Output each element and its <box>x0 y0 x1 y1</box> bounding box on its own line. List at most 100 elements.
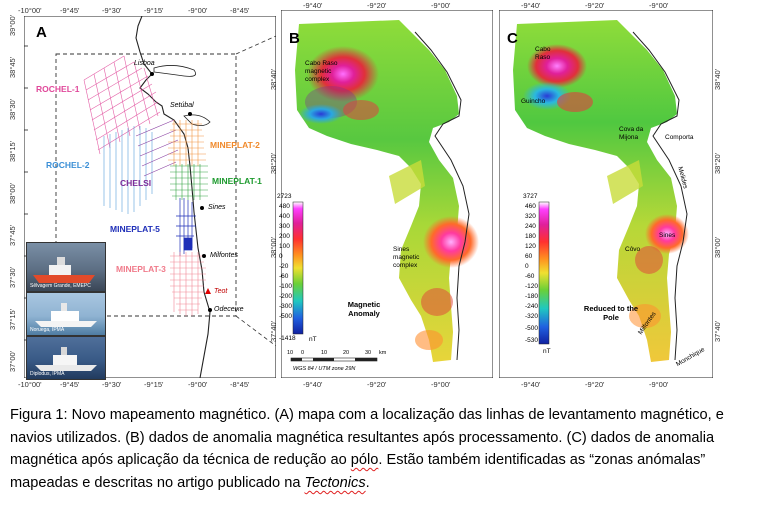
lon-tick: -9°00' <box>188 6 208 15</box>
figure-caption: Figura 1: Novo mapeamento magnético. (A)… <box>10 404 770 494</box>
panel-b-map <box>281 10 493 378</box>
colorbar-tick: 300 <box>279 223 290 230</box>
lat-tick: 38°00' <box>713 236 722 258</box>
survey-label-chelsi: CHELSI <box>120 178 152 188</box>
lon-tick: -9°20' <box>585 1 605 10</box>
label-cova-da-mijona: Cova da Mijona <box>619 126 644 141</box>
lat-tick: 37°45' <box>8 224 17 246</box>
legend-title: Reduced to the Pole <box>583 304 639 322</box>
lon-tick: -8°45' <box>230 6 250 15</box>
panel-label: B <box>289 30 300 47</box>
colorbar-tick: -100 <box>279 283 293 290</box>
colorbar-tick: 0 <box>525 263 529 270</box>
lat-tick: 38°15' <box>8 140 17 162</box>
place-lisboa: Lisboa <box>134 60 155 67</box>
lat-tick: 38°00' <box>8 182 17 204</box>
lon-tick: -9°20' <box>585 380 605 389</box>
lon-tick: -9°45' <box>60 6 80 15</box>
lat-tick: 38°20' <box>269 152 278 174</box>
ship-photo: Sêlvagem Grande, EMEPC <box>26 242 106 292</box>
colorbar-tick: 2723 <box>277 193 292 200</box>
label-sines: Sines <box>659 232 676 239</box>
panel-a: 39°00' 38°45' 38°30' 38°15' 38°00' 37°45… <box>8 6 276 389</box>
caption-text: . Estão também identificadas as “zonas a… <box>10 452 706 491</box>
label-guincho: Guincho <box>521 98 546 105</box>
lat-tick: 37°30' <box>8 266 17 288</box>
lon-tick: -9°40' <box>303 380 323 389</box>
survey-label-mineplat-2: MINEPLAT-2 <box>210 140 260 150</box>
colorbar-unit: nT <box>309 336 317 343</box>
lon-tick: -9°15' <box>144 380 164 389</box>
survey-label-rochel-2: ROCHEL-2 <box>46 160 90 170</box>
colorbar-tick: 3727 <box>523 193 538 200</box>
lon-tick: -9°00' <box>188 380 208 389</box>
colorbar-tick: 460 <box>525 203 536 210</box>
photo-caption: Diplodus, IPMA <box>30 371 65 377</box>
scale-label: 10 <box>287 350 294 356</box>
scale-label: 0 <box>301 350 305 356</box>
lon-tick: -9°40' <box>521 1 541 10</box>
colorbar-tick: 320 <box>525 213 536 220</box>
colorbar-unit: nT <box>543 348 551 355</box>
panel-b: -9°40' -9°20' -9°00' -9°40' -9°20' -9°00… <box>269 1 493 389</box>
lon-tick: -8°45' <box>230 380 250 389</box>
caption-text: Figura 1: Novo mapeamento magnético. (A)… <box>10 407 724 469</box>
colorbar-tick: 480 <box>279 203 290 210</box>
panel-label: A <box>36 24 47 41</box>
place-sines: Sines <box>208 204 226 211</box>
survey-label-mineplat-5: MINEPLAT-5 <box>110 224 160 234</box>
colorbar-ticks: 3727 460 320 240 180 120 60 0 -60 -120 -… <box>523 193 539 354</box>
lon-tick: -9°30' <box>102 6 122 15</box>
colorbar-tick: -240 <box>525 303 539 310</box>
lat-tick: 38°00' <box>269 236 278 258</box>
place-teot: Teot <box>214 288 228 295</box>
lon-tick: -9°40' <box>521 380 541 389</box>
lon-tick: -10°00' <box>18 6 42 15</box>
colorbar-tick: -180 <box>525 293 539 300</box>
colorbar-tick: 100 <box>279 243 290 250</box>
panel-c: -9°40' -9°20' -9°00' -9°40' -9°20' -9°00… <box>499 1 722 389</box>
colorbar-tick: -20 <box>279 263 289 270</box>
label-comporta: Comporta <box>665 134 694 141</box>
lat-tick: 38°40' <box>713 68 722 90</box>
place-odeceixe: Odeceixe <box>214 306 244 313</box>
survey-label-mineplat-1: MINEPLAT-1 <box>212 176 262 186</box>
colorbar-tick: -60 <box>279 273 289 280</box>
label-covo: Côvo <box>625 246 641 253</box>
legend-title: Magnetic Anomaly <box>347 300 381 318</box>
scale-label: 10 <box>321 350 328 356</box>
lon-tick: -9°20' <box>367 1 387 10</box>
caption-journal: Tectonics <box>304 474 366 491</box>
ship-photo: Diplodus, IPMA <box>26 336 106 380</box>
lon-tick: -9°40' <box>303 1 323 10</box>
lat-tick: 38°40' <box>269 68 278 90</box>
lon-tick: -9°00' <box>431 380 451 389</box>
place-setubal: Setúbal <box>170 102 194 109</box>
lat-tick: 37°15' <box>8 308 17 330</box>
lat-tick: 38°30' <box>8 98 17 120</box>
lon-tick: -9°00' <box>649 1 669 10</box>
colorbar-tick: -500 <box>279 313 293 320</box>
panel-c-map <box>499 10 713 378</box>
lat-tick: 37°40' <box>713 320 722 342</box>
colorbar-tick: -1418 <box>279 335 296 342</box>
ship-photo: Noruega, IPMA <box>26 292 106 336</box>
scale-label: 30 <box>365 350 372 356</box>
label-cabo-raso: Cabo Raso magnetic complex <box>305 60 338 83</box>
colorbar-tick: 0 <box>279 253 283 260</box>
colorbar-tick: -530 <box>525 337 539 344</box>
scale-label: km <box>379 350 387 356</box>
lat-tick: 38°45' <box>8 56 17 78</box>
colorbar-tick: -200 <box>279 293 293 300</box>
place-milfontes: Milfontes <box>210 252 239 259</box>
colorbar-tick: 60 <box>525 253 533 260</box>
colorbar-tick: 200 <box>279 233 290 240</box>
colorbar-tick: 400 <box>279 213 290 220</box>
survey-label-mineplat-3: MINEPLAT-3 <box>116 264 166 274</box>
panel-label: C <box>507 30 518 47</box>
colorbar-ticks: 2723 480 400 300 200 100 0 -20 -60 -100 … <box>277 193 296 344</box>
label-cabo-raso: Cabo Raso <box>535 46 551 61</box>
colorbar-tick: 120 <box>525 243 536 250</box>
projection-label: WGS 84 / UTM zone 29N <box>293 366 356 372</box>
figure: 39°00' 38°45' 38°30' 38°15' 38°00' 37°45… <box>8 1 722 389</box>
